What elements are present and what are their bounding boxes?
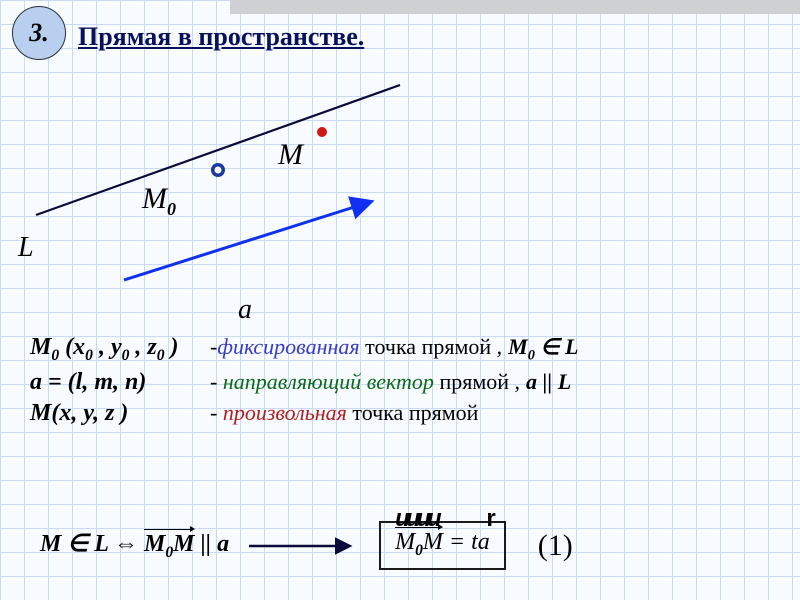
label-a: a — [238, 294, 252, 326]
page-title: Прямая в пространстве. — [78, 22, 364, 52]
diagram-svg — [0, 60, 800, 320]
def-row: M0 (x0 , y0 , z0 )-фиксированная точка п… — [30, 334, 780, 365]
cond-pre: M ∈ L ⇔ — [40, 531, 144, 557]
def-desc: -фиксированная точка прямой ,M0 ∈ L — [210, 334, 780, 364]
formula-over-r: r — [486, 505, 495, 533]
def-row: M(x, y, z )- произвольная точка прямой — [30, 400, 780, 427]
def-symbol: M0 (x0 , y0 , z0 ) — [30, 334, 210, 365]
point-M0-inner — [215, 167, 222, 174]
def-symbol: M(x, y, z ) — [30, 400, 210, 427]
diagram-area: L M0 M a — [0, 60, 800, 320]
definitions: M0 (x0 , y0 , z0 )-фиксированная точка п… — [30, 330, 780, 431]
def-symbol: a = (l, m, n) — [30, 369, 210, 396]
section-badge: 3. — [12, 6, 66, 60]
def-row: a = (l, m, n)- направляющий вектор прямо… — [30, 369, 780, 396]
implies-arrow — [249, 534, 359, 558]
cond-vec: M0M — [144, 531, 194, 562]
point-M — [317, 127, 327, 137]
equation-number: (1) — [538, 529, 573, 563]
def-desc: - направляющий вектор прямой ,a || L — [210, 369, 780, 395]
label-M: M — [278, 138, 303, 172]
line-L — [36, 85, 400, 215]
condition: M ∈ L ⇔ M0M || a — [40, 529, 229, 562]
top-stripe — [230, 0, 800, 14]
cond-post: || a — [195, 531, 230, 557]
def-desc: - произвольная точка прямой — [210, 400, 780, 426]
formula-vec: M0M — [395, 529, 443, 560]
bottom-row: M ∈ L ⇔ M0M || a uuuu r M0M = ta (1) — [40, 521, 780, 570]
formula-rhs: = ta — [443, 529, 490, 555]
formula-box: uuuu r M0M = ta — [379, 521, 506, 570]
label-L: L — [18, 232, 34, 264]
label-M0: M0 — [142, 182, 176, 220]
section-number: 3. — [29, 18, 49, 48]
